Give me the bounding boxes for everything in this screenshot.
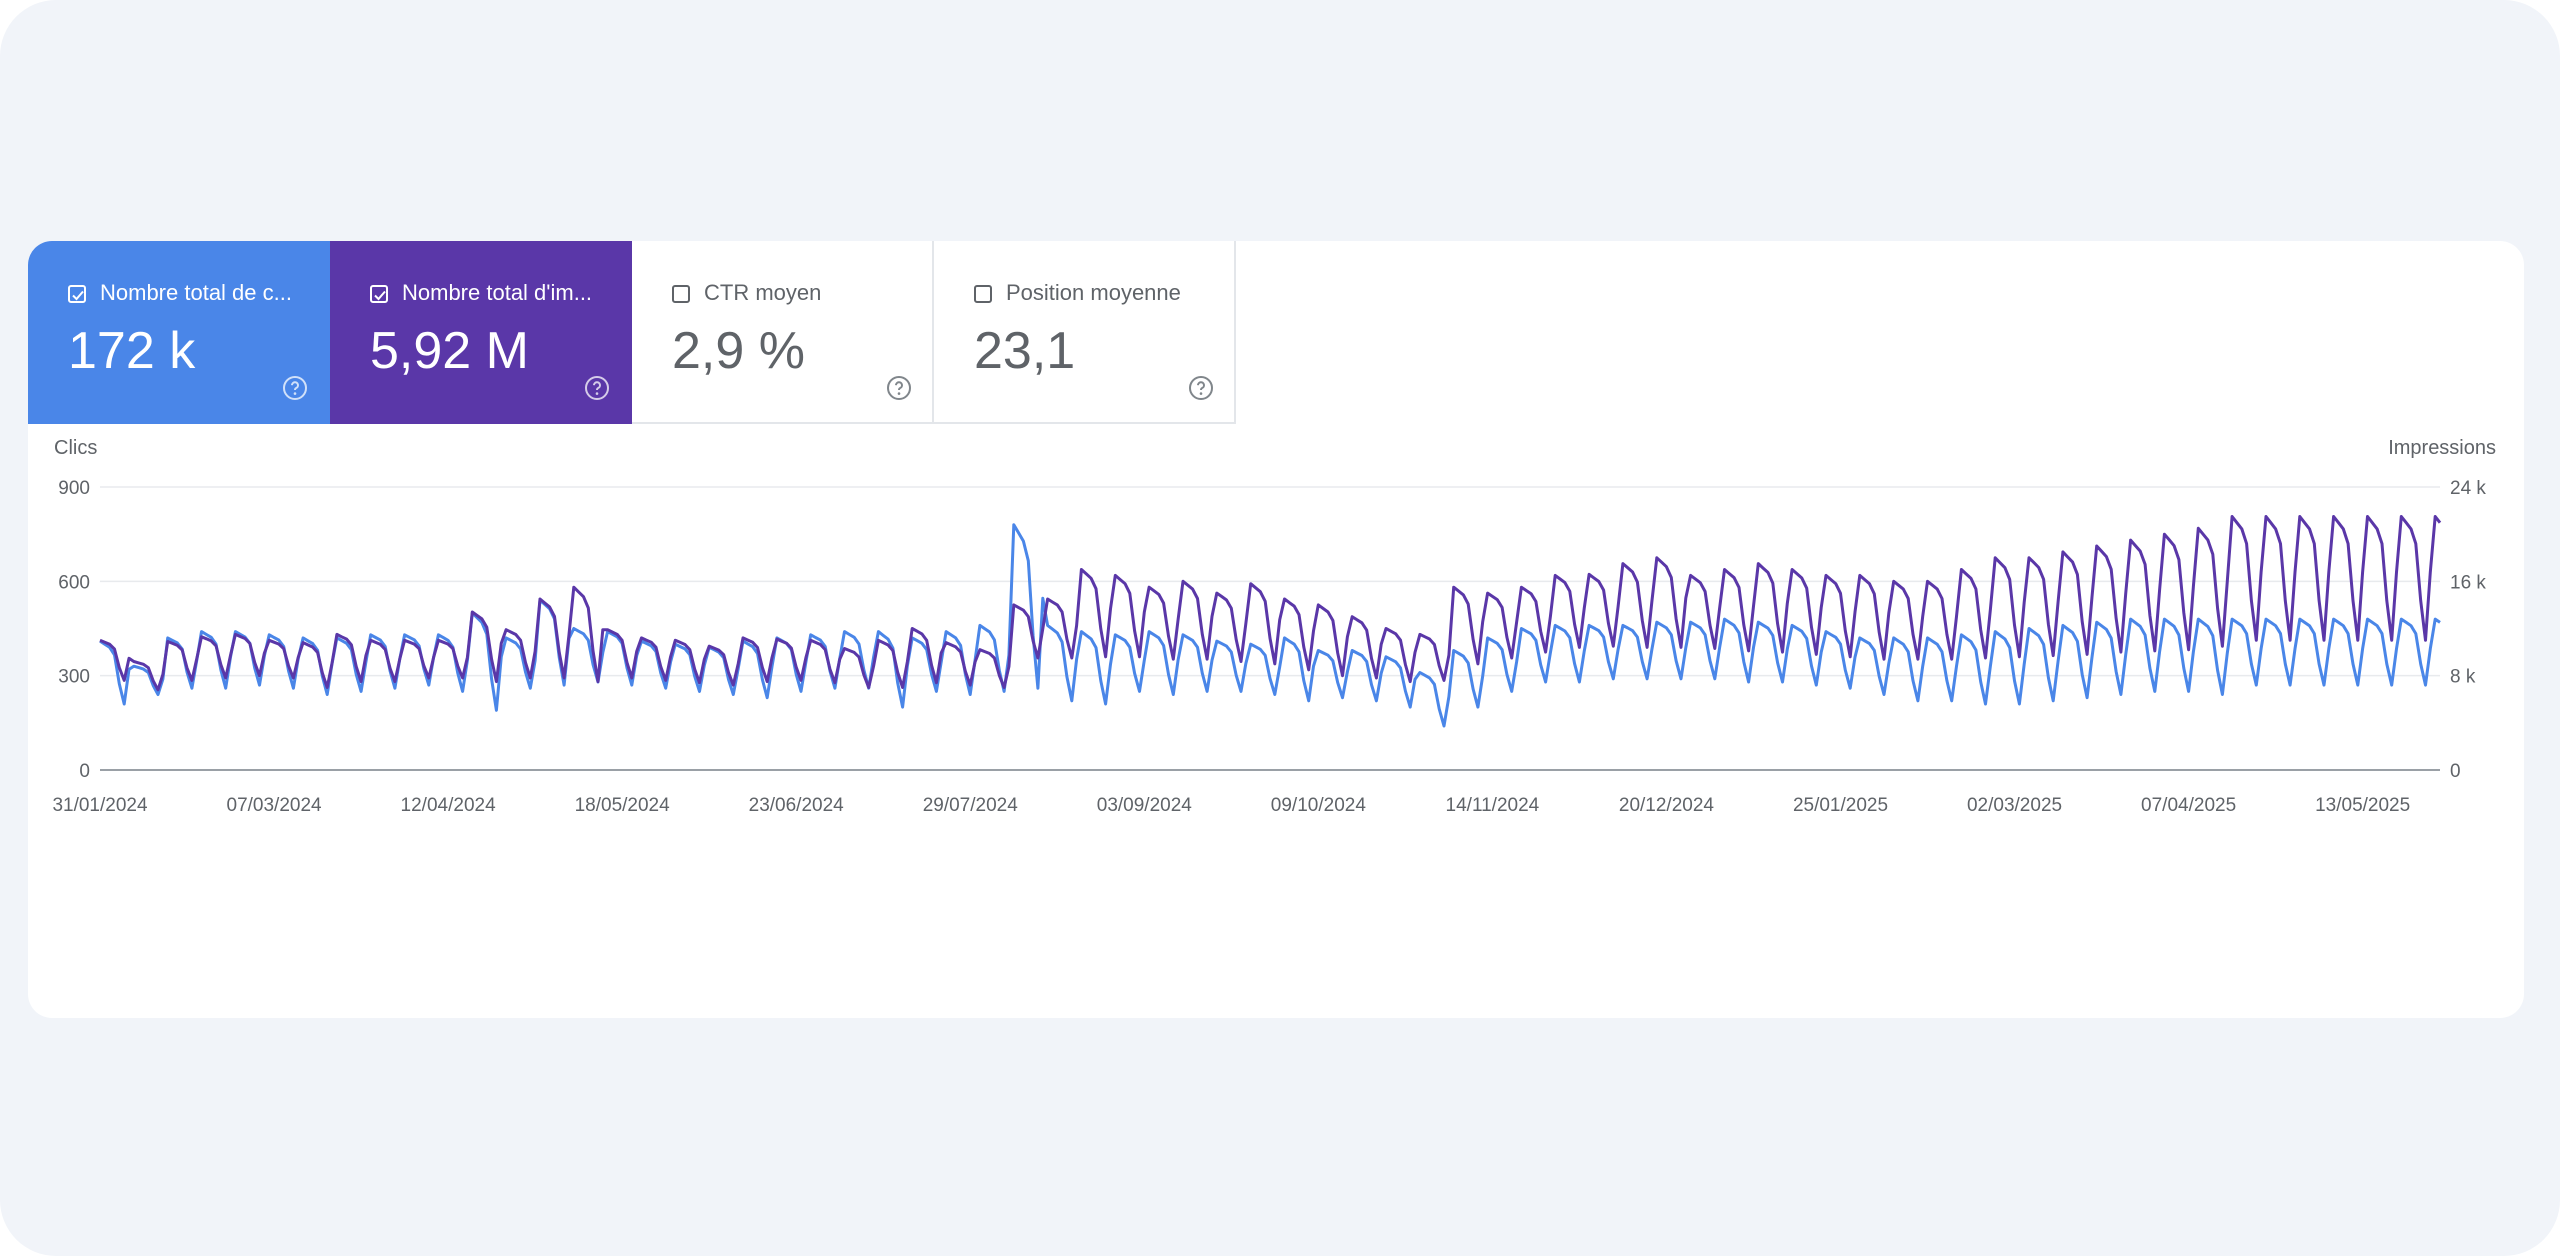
y-tick-right: 8 k <box>2450 667 2476 688</box>
x-tick-label: 07/03/2024 <box>227 795 323 816</box>
checkbox-checked-icon[interactable] <box>370 285 388 303</box>
x-tick-label: 03/09/2024 <box>1097 795 1193 816</box>
help-circle-icon[interactable] <box>886 375 912 401</box>
performance-panel: Nombre total de c... 172 k Nombre total … <box>28 241 2524 1018</box>
x-tick-label: 31/01/2024 <box>52 795 148 816</box>
y-axis-right-title: Impressions <box>2388 437 2496 459</box>
y-tick-left: 300 <box>58 667 90 688</box>
y-tick-right: 24 k <box>2450 478 2486 499</box>
x-tick-label: 14/11/2024 <box>1446 795 1540 816</box>
checkbox-checked-icon[interactable] <box>68 285 86 303</box>
x-tick-label: 12/04/2024 <box>401 795 497 816</box>
metric-label: Nombre total d'im... <box>402 280 593 305</box>
metric-card-position[interactable]: Position moyenne 23,1 <box>934 241 1236 424</box>
x-tick-label: 02/03/2025 <box>1967 795 2062 816</box>
series-layer <box>99 515 2442 728</box>
x-tick-label: 07/04/2025 <box>2141 795 2236 816</box>
x-tick-label: 29/07/2024 <box>923 795 1019 816</box>
x-tick-label: 13/05/2025 <box>2315 795 2410 816</box>
checkbox-unchecked-icon[interactable] <box>974 285 992 303</box>
metric-value: 5,92 M <box>370 322 529 380</box>
metric-value: 172 k <box>68 322 196 380</box>
metric-label: CTR moyen <box>704 280 822 305</box>
metric-value: 23,1 <box>974 322 1076 380</box>
y-tick-right: 16 k <box>2450 572 2486 593</box>
y-tick-right: 0 <box>2450 761 2461 782</box>
metric-value: 2,9 % <box>672 322 805 380</box>
metric-label: Nombre total de c... <box>100 280 292 305</box>
y-tick-left: 600 <box>58 572 90 593</box>
y-axis-left-title: Clics <box>54 437 97 459</box>
series-line-clics <box>99 523 2441 728</box>
line-chart: 0 0 300 8 k 600 16 k 900 24 k 31/01/2024 07/03/20… <box>52 437 2496 816</box>
x-tick-label: 18/05/2024 <box>575 795 671 816</box>
x-tick-label: 09/10/2024 <box>1271 795 1367 816</box>
metric-card-ctr[interactable]: CTR moyen 2,9 % <box>632 241 934 424</box>
metric-label: Position moyenne <box>1006 280 1181 305</box>
metric-cards: Nombre total de c... 172 k Nombre total … <box>28 241 1236 424</box>
axis-layer: 0 0 300 8 k 600 16 k 900 24 k 31/01/2024 07/03/20… <box>52 478 2486 816</box>
y-tick-left: 900 <box>58 478 90 499</box>
performance-chart: 0 0 300 8 k 600 16 k 900 24 k 31/01/2024 07/03/20… <box>28 424 2524 1018</box>
help-circle-icon[interactable] <box>584 375 610 401</box>
metric-card-clicks[interactable]: Nombre total de c... 172 k <box>28 241 330 424</box>
x-tick-label: 20/12/2024 <box>1619 795 1715 816</box>
help-circle-icon[interactable] <box>1188 375 1214 401</box>
metric-card-impressions[interactable]: Nombre total d'im... 5,92 M <box>330 241 632 424</box>
series-line-impressions <box>99 515 2442 692</box>
checkbox-unchecked-icon[interactable] <box>672 285 690 303</box>
x-tick-label: 23/06/2024 <box>749 795 845 816</box>
y-tick-left: 0 <box>79 761 90 782</box>
x-tick-label: 25/01/2025 <box>1793 795 1888 816</box>
help-circle-icon[interactable] <box>282 375 308 401</box>
